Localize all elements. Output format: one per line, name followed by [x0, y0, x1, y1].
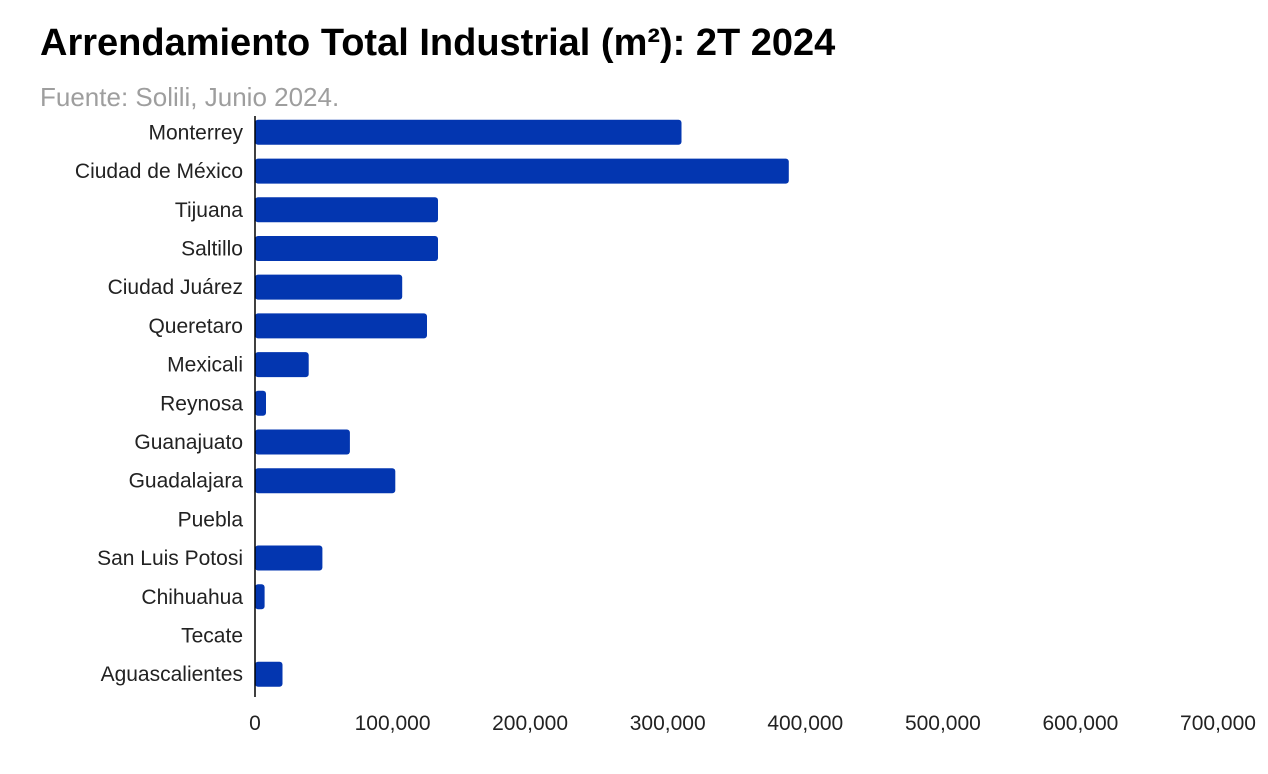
- category-label: San Luis Potosi: [97, 547, 243, 570]
- category-label: Tijuana: [175, 199, 243, 222]
- category-label: Puebla: [178, 508, 244, 531]
- x-tick-label: 0: [249, 712, 261, 735]
- x-tick-label: 700,000: [1180, 712, 1256, 735]
- category-label: Ciudad de México: [75, 160, 243, 183]
- bar: [255, 158, 789, 184]
- bar: [255, 584, 265, 610]
- category-label: Aguascalientes: [101, 663, 243, 686]
- bar: [255, 390, 266, 416]
- category-label: Guadalajara: [129, 470, 244, 493]
- chart-subtitle: Fuente: Solili, Junio 2024.: [40, 82, 340, 112]
- x-tick-label: 400,000: [767, 712, 843, 735]
- category-label: Saltillo: [181, 238, 243, 261]
- category-label: Queretaro: [148, 315, 243, 338]
- bar: [255, 236, 438, 261]
- bar: [255, 119, 682, 145]
- bar: [255, 352, 309, 378]
- bars-group: [255, 119, 789, 687]
- bar: [255, 197, 438, 223]
- bar: [255, 661, 283, 687]
- category-label: Ciudad Juárez: [108, 276, 243, 299]
- bar: [255, 545, 323, 571]
- x-axis-ticks: 0 100,000 200,000 300,000 400,000 500,000 600,…: [249, 712, 1256, 735]
- category-labels: Monterrey Ciudad de México Tijuana Saltillo…: [75, 121, 244, 686]
- category-label: Reynosa: [160, 392, 243, 415]
- category-label: Guanajuato: [134, 431, 243, 454]
- bar: [255, 313, 427, 339]
- x-tick-label: 300,000: [630, 712, 706, 735]
- category-label: Mexicali: [167, 354, 243, 377]
- chart-title: Arrendamiento Total Industrial (m²): 2T …: [40, 22, 836, 64]
- category-label: Chihuahua: [141, 586, 243, 609]
- x-tick-label: 500,000: [905, 712, 981, 735]
- x-tick-label: 200,000: [492, 712, 568, 735]
- x-tick-label: 100,000: [355, 712, 431, 735]
- bar: [255, 274, 403, 300]
- category-label: Monterrey: [148, 121, 243, 144]
- bar: [255, 468, 396, 494]
- bar: [255, 429, 350, 455]
- x-tick-label: 600,000: [1042, 712, 1118, 735]
- category-label: Tecate: [181, 625, 243, 648]
